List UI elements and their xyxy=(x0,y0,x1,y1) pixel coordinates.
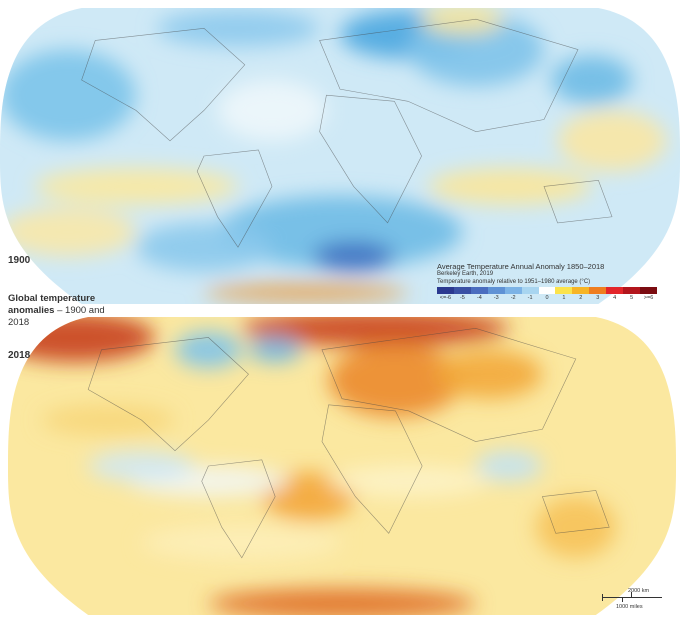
scale-bar: 2000 km 1000 miles xyxy=(598,588,668,618)
legend-swatch xyxy=(453,287,471,294)
legend-swatch xyxy=(572,287,590,294)
anomaly-region xyxy=(156,10,320,47)
legend-swatch xyxy=(555,287,573,294)
map-2018 xyxy=(8,317,676,615)
legend-swatch xyxy=(504,287,522,294)
anomaly-region xyxy=(435,349,543,399)
legend-swatch xyxy=(437,287,454,294)
coastline xyxy=(541,490,610,534)
label-1900: 1900 xyxy=(8,255,31,266)
legend-swatch xyxy=(606,287,624,294)
legend-tick: 0 xyxy=(545,295,549,301)
anomaly-region xyxy=(208,588,476,615)
anomaly-region xyxy=(312,241,395,272)
legend-swatch xyxy=(538,287,556,294)
legend-tick: <=-6 xyxy=(439,295,452,301)
legend-source: Berkeley Earth, 2019 xyxy=(437,271,494,277)
coastline xyxy=(543,179,613,224)
legend-swatch xyxy=(487,287,505,294)
coastline xyxy=(201,459,276,559)
legend-tick: -5 xyxy=(459,295,465,301)
coastline xyxy=(319,18,579,132)
legend-tick: >=6 xyxy=(643,295,654,301)
anomaly-region xyxy=(217,80,327,141)
legend-swatch xyxy=(470,287,488,294)
legend-tick: -1 xyxy=(527,295,533,301)
anomaly-region xyxy=(136,222,272,272)
anomaly-region xyxy=(88,450,196,482)
anomaly-region xyxy=(535,496,616,558)
legend-tick: 3 xyxy=(596,295,600,301)
legend-title: Average Temperature Annual Anomaly 1850–… xyxy=(437,262,605,271)
coastline xyxy=(319,94,422,224)
anomaly-region xyxy=(475,450,543,482)
legend-ticks: <=-6 -5 -4 -3 -2 -1 0 1 2 3 4 5 >=6 xyxy=(437,295,657,301)
anomaly-region xyxy=(175,331,242,369)
anomaly-region xyxy=(241,317,509,347)
coastline xyxy=(196,149,273,248)
anomaly-region xyxy=(428,168,592,205)
anomaly-region xyxy=(141,524,342,561)
legend-tick: -3 xyxy=(493,295,499,301)
anomaly-region xyxy=(0,49,136,141)
legend: Average Temperature Annual Anomaly 1850–… xyxy=(437,262,657,301)
legend-swatch xyxy=(521,287,539,294)
coastline xyxy=(321,327,577,442)
anomaly-region xyxy=(328,343,463,418)
legend-tick: 5 xyxy=(630,295,634,301)
scale-miles: 1000 miles xyxy=(616,604,643,610)
coastline xyxy=(87,337,249,452)
anomaly-region xyxy=(328,466,489,497)
map-1900 xyxy=(0,8,680,304)
legend-tick: 4 xyxy=(613,295,617,301)
anomaly-region xyxy=(217,195,463,269)
legend-tick: 2 xyxy=(579,295,583,301)
anomaly-region xyxy=(204,283,408,302)
legend-swatch xyxy=(589,287,607,294)
scale-km: 2000 km xyxy=(628,588,650,594)
legend-tick: -4 xyxy=(476,295,482,301)
anomaly-region xyxy=(550,55,633,105)
legend-swatch xyxy=(640,287,657,294)
anomaly-region xyxy=(34,168,238,205)
figure-title: Global temperature anomalies – 1900 and … xyxy=(8,293,105,328)
coastline xyxy=(321,404,423,534)
legend-tick: 1 xyxy=(562,295,566,301)
anomaly-region xyxy=(248,337,302,362)
anomaly-region xyxy=(421,8,504,35)
legend-color-bar xyxy=(437,287,657,294)
anomaly-region xyxy=(557,110,667,172)
legend-tick: -2 xyxy=(510,295,516,301)
legend-subtitle: Temperature anomaly relative to 1951–198… xyxy=(437,279,591,285)
anomaly-region xyxy=(0,207,136,257)
anomaly-region xyxy=(41,404,175,436)
legend-swatch xyxy=(623,287,641,294)
label-2018: 2018 xyxy=(8,350,31,361)
coastline xyxy=(81,28,246,142)
